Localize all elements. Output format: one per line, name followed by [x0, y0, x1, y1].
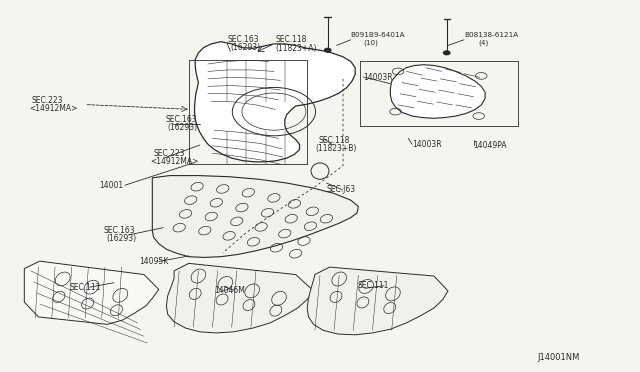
Text: SEC.163: SEC.163: [227, 35, 259, 44]
Text: SEC.J63: SEC.J63: [326, 185, 356, 194]
Text: (11823+A): (11823+A): [275, 44, 317, 53]
Text: 14049PA: 14049PA: [474, 141, 508, 150]
Text: 14046M: 14046M: [214, 286, 245, 295]
Circle shape: [444, 51, 450, 55]
Polygon shape: [195, 42, 355, 162]
Text: 14003R: 14003R: [364, 73, 393, 81]
Text: SEC.223: SEC.223: [154, 149, 185, 158]
Text: (16293): (16293): [168, 123, 198, 132]
Text: (16293): (16293): [106, 234, 136, 243]
Text: <14912MA>: <14912MA>: [150, 157, 199, 166]
Circle shape: [324, 48, 331, 52]
Polygon shape: [390, 65, 485, 118]
Text: B08138-6121A: B08138-6121A: [464, 32, 518, 38]
Text: B091B9-6401A: B091B9-6401A: [351, 32, 405, 38]
Text: (4): (4): [479, 40, 489, 46]
Text: (10): (10): [364, 40, 378, 46]
Text: J14001NM: J14001NM: [538, 353, 580, 362]
Text: SEC.118: SEC.118: [275, 35, 307, 44]
Text: SEC.111: SEC.111: [69, 283, 100, 292]
Polygon shape: [166, 263, 314, 333]
Text: 14003R: 14003R: [412, 140, 442, 149]
Polygon shape: [152, 176, 358, 257]
Text: 14095K: 14095K: [140, 257, 169, 266]
Text: 14001: 14001: [99, 181, 124, 190]
Text: SEC.163: SEC.163: [104, 226, 135, 235]
Text: (11823+B): (11823+B): [315, 144, 356, 153]
Text: SEC.223: SEC.223: [32, 96, 63, 105]
Text: (16293): (16293): [230, 43, 260, 52]
Text: SEC.118: SEC.118: [319, 136, 350, 145]
Text: <14912MA>: <14912MA>: [29, 104, 77, 113]
Polygon shape: [24, 261, 159, 324]
Text: SEC.163: SEC.163: [165, 115, 196, 124]
Polygon shape: [307, 267, 448, 335]
Text: SEC.111: SEC.111: [357, 281, 388, 290]
